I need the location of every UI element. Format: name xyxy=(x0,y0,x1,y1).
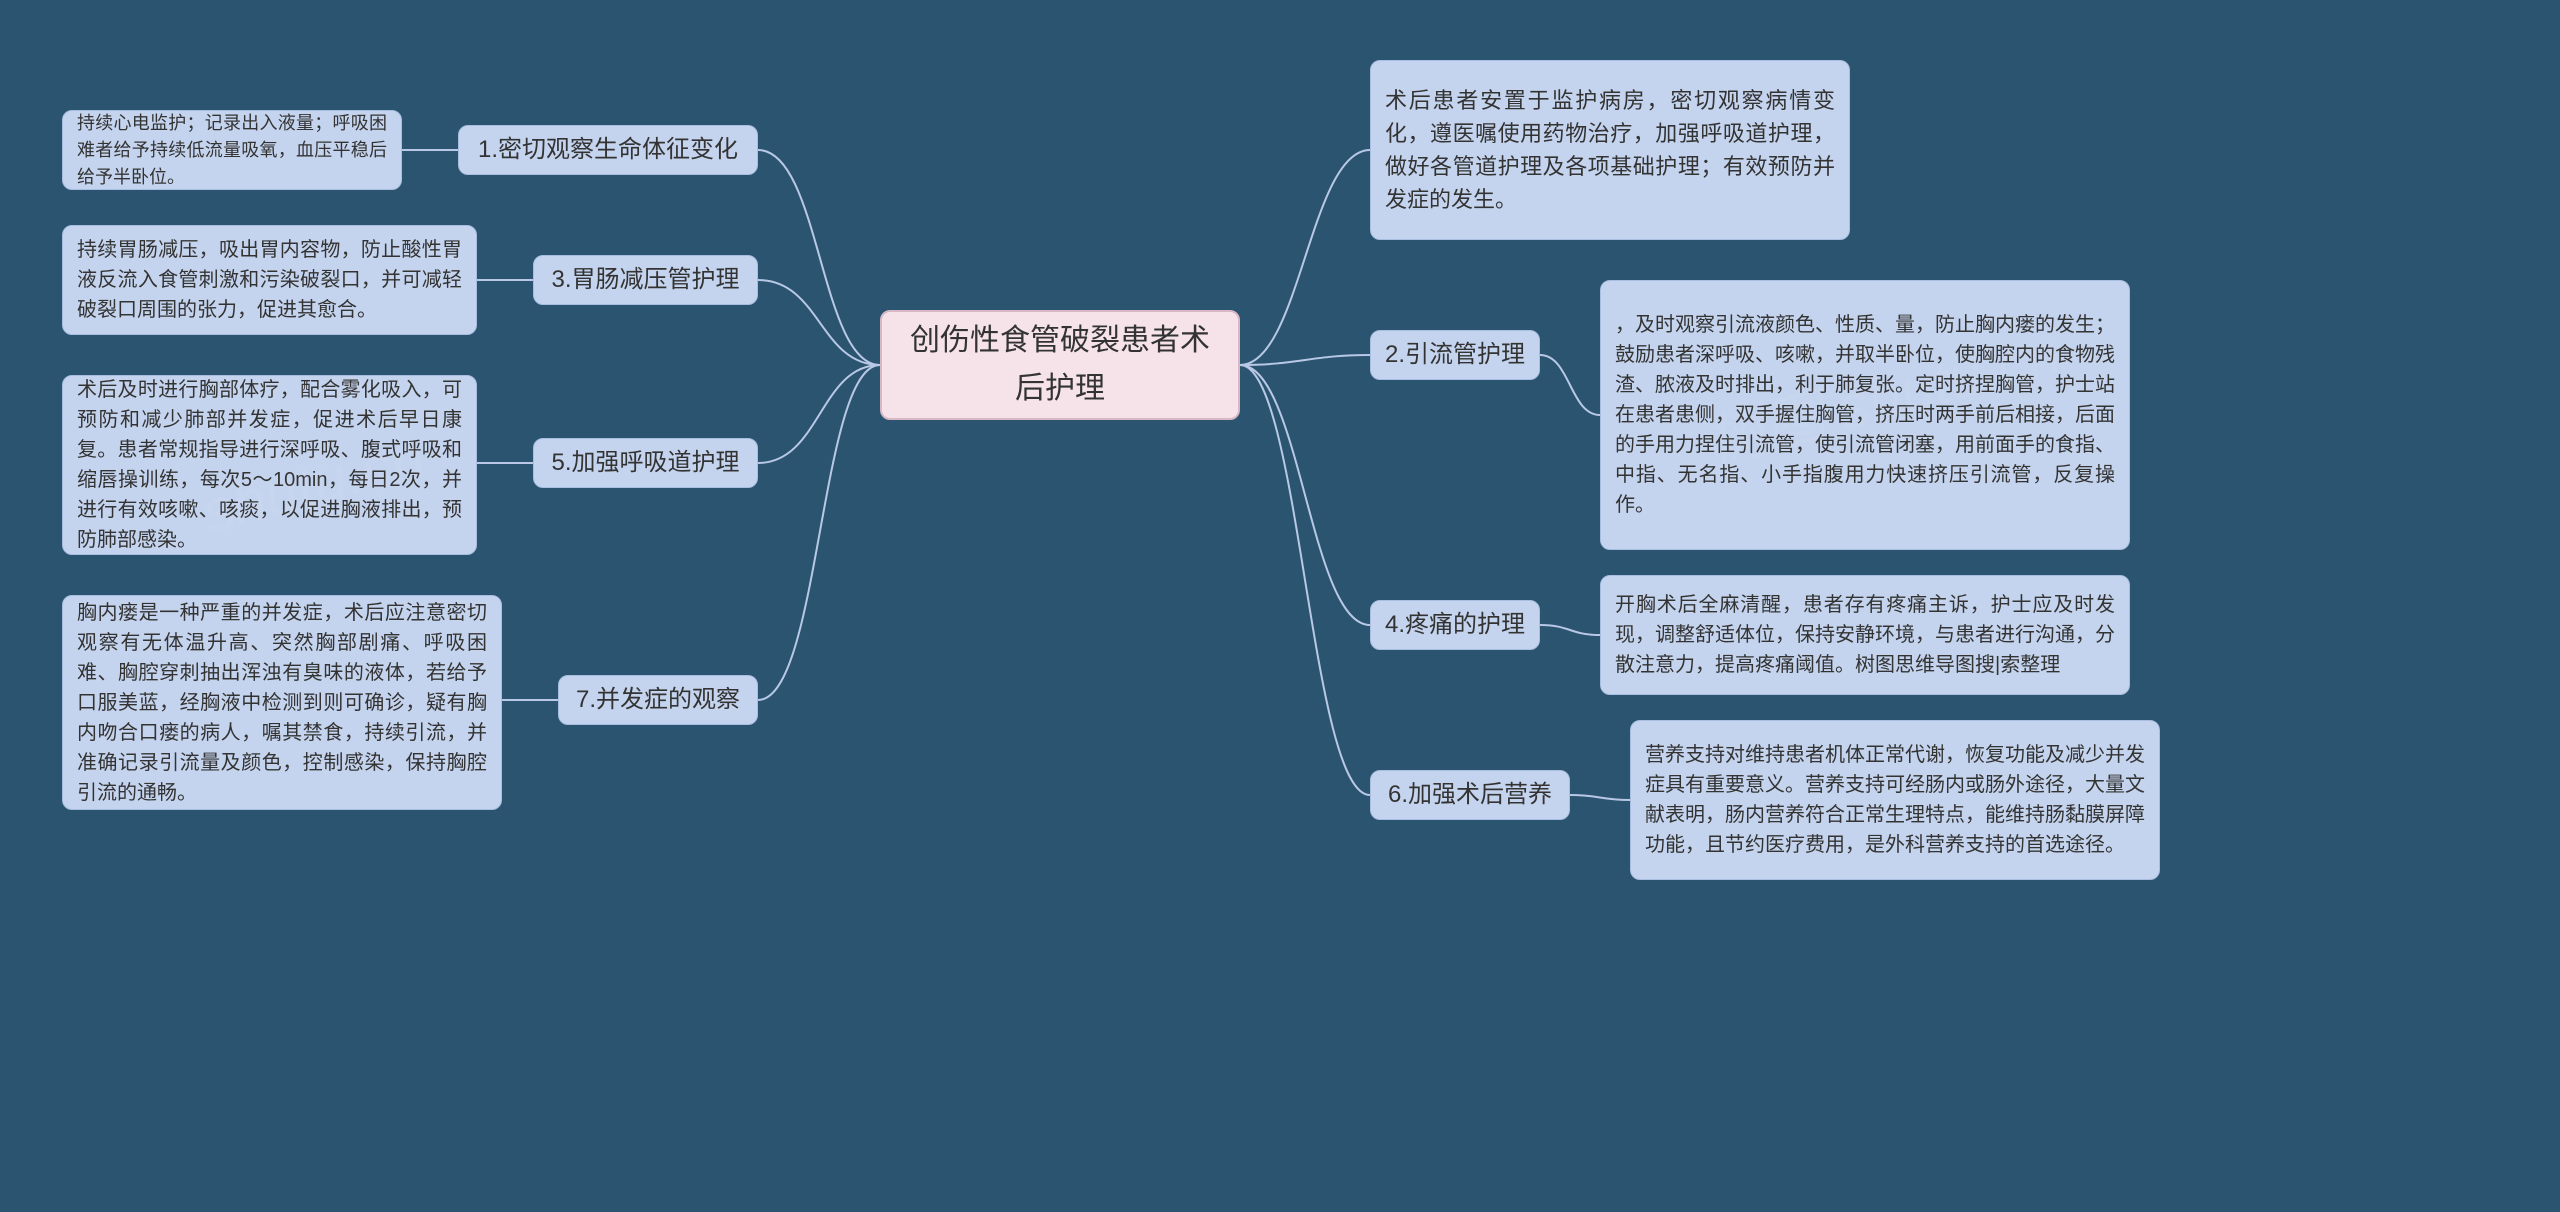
branch-nutrition: 6.加强术后营养 xyxy=(1370,770,1570,820)
intro-detail: 术后患者安置于监护病房，密切观察病情变化，遵医嘱使用药物治疗，加强呼吸道护理，做… xyxy=(1370,60,1850,240)
branch-vitals-label: 1.密切观察生命体征变化 xyxy=(478,132,738,168)
detail-nutrition-text: 营养支持对维持患者机体正常代谢，恢复功能及减少并发症具有重要意义。营养支持可经肠… xyxy=(1645,740,2145,860)
detail-pain-text: 开胸术后全麻清醒，患者存有疼痛主诉，护士应及时发现，调整舒适体位，保持安静环境，… xyxy=(1615,590,2115,680)
detail-gastro: 持续胃肠减压，吸出胃内容物，防止酸性胃液反流入食管刺激和污染破裂口，并可减轻破裂… xyxy=(62,225,477,335)
branch-drainage-label: 2.引流管护理 xyxy=(1385,337,1525,373)
branch-complications-label: 7.并发症的观察 xyxy=(576,682,740,718)
branch-gastro-label: 3.胃肠减压管护理 xyxy=(551,262,739,298)
detail-pain: 开胸术后全麻清醒，患者存有疼痛主诉，护士应及时发现，调整舒适体位，保持安静环境，… xyxy=(1600,575,2130,695)
center-title: 创伤性食管破裂患者术后护理 xyxy=(896,317,1224,413)
branch-nutrition-label: 6.加强术后营养 xyxy=(1388,777,1552,813)
center-node: 创伤性食管破裂患者术后护理 xyxy=(880,310,1240,420)
detail-complications-text: 胸内瘘是一种严重的并发症，术后应注意密切观察有无体温升高、突然胸部剧痛、呼吸困难… xyxy=(77,598,487,808)
branch-gastro: 3.胃肠减压管护理 xyxy=(533,255,758,305)
detail-nutrition: 营养支持对维持患者机体正常代谢，恢复功能及减少并发症具有重要意义。营养支持可经肠… xyxy=(1630,720,2160,880)
branch-respiratory: 5.加强呼吸道护理 xyxy=(533,438,758,488)
branch-vitals: 1.密切观察生命体征变化 xyxy=(458,125,758,175)
detail-respiratory-text: 术后及时进行胸部体疗，配合雾化吸入，可预防和减少肺部并发症，促进术后早日康复。患… xyxy=(77,375,462,555)
branch-drainage: 2.引流管护理 xyxy=(1370,330,1540,380)
detail-vitals-text: 持续心电监护；记录出入液量；呼吸困难者给予持续低流量吸氧，血压平稳后给予半卧位。 xyxy=(77,110,387,191)
branch-pain-label: 4.疼痛的护理 xyxy=(1385,607,1525,643)
detail-respiratory: 术后及时进行胸部体疗，配合雾化吸入，可预防和减少肺部并发症，促进术后早日康复。患… xyxy=(62,375,477,555)
detail-vitals: 持续心电监护；记录出入液量；呼吸困难者给予持续低流量吸氧，血压平稳后给予半卧位。 xyxy=(62,110,402,190)
branch-pain: 4.疼痛的护理 xyxy=(1370,600,1540,650)
detail-complications: 胸内瘘是一种严重的并发症，术后应注意密切观察有无体温升高、突然胸部剧痛、呼吸困难… xyxy=(62,595,502,810)
branch-respiratory-label: 5.加强呼吸道护理 xyxy=(551,445,739,481)
branch-complications: 7.并发症的观察 xyxy=(558,675,758,725)
detail-drainage: ，及时观察引流液颜色、性质、量，防止胸内瘘的发生；鼓励患者深呼吸、咳嗽，并取半卧… xyxy=(1600,280,2130,550)
detail-gastro-text: 持续胃肠减压，吸出胃内容物，防止酸性胃液反流入食管刺激和污染破裂口，并可减轻破裂… xyxy=(77,235,462,325)
intro-text: 术后患者安置于监护病房，密切观察病情变化，遵医嘱使用药物治疗，加强呼吸道护理，做… xyxy=(1385,84,1835,216)
detail-drainage-text: ，及时观察引流液颜色、性质、量，防止胸内瘘的发生；鼓励患者深呼吸、咳嗽，并取半卧… xyxy=(1615,310,2115,520)
